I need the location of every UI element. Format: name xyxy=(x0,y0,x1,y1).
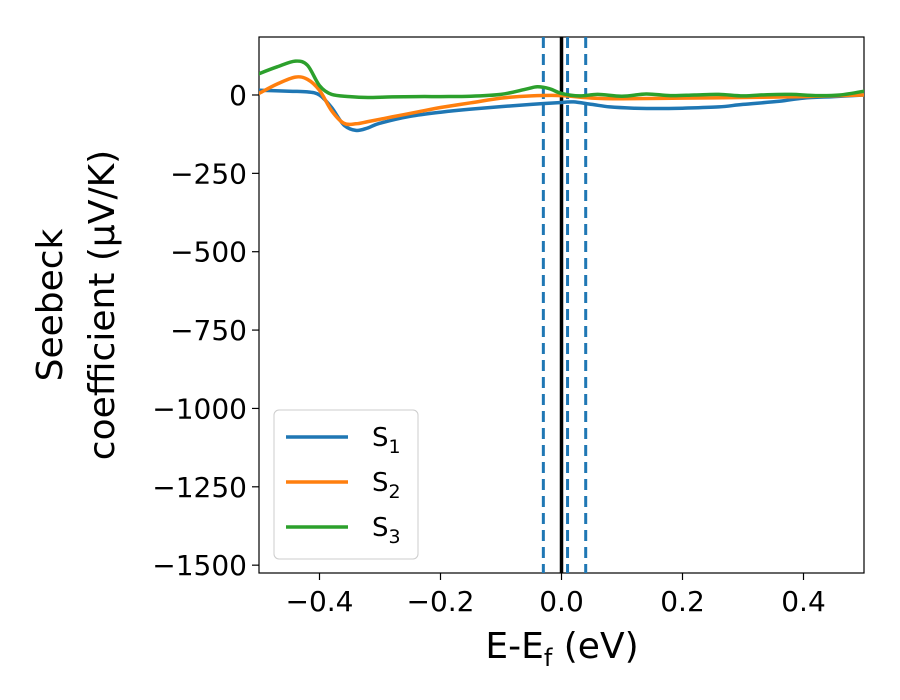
x-axis-ticks: −0.4 −0.2 0.0 0.2 0.4 xyxy=(286,573,826,618)
legend-label-s2: S2 xyxy=(372,468,401,503)
x-axis-label: E-Ef (eV) xyxy=(485,626,638,672)
y-tick-label: −1250 xyxy=(152,471,247,504)
y-axis-label-line2: coefficient (μV/K) xyxy=(82,150,123,460)
series-line-s2 xyxy=(259,75,864,127)
y-tick-label: −750 xyxy=(170,314,247,347)
y-axis-label: Seebeck coefficient (μV/K) xyxy=(30,150,123,460)
x-tick-label: −0.4 xyxy=(286,585,354,618)
y-tick-label: 0 xyxy=(229,79,247,112)
legend-frame xyxy=(273,409,419,560)
y-tick-label: −1500 xyxy=(152,549,247,582)
y-axis-label-line1: Seebeck xyxy=(30,228,71,381)
x-tick-label: 0.2 xyxy=(660,585,705,618)
legend: S1 S2 S3 xyxy=(273,409,419,560)
y-tick-label: −250 xyxy=(170,157,247,190)
x-tick-label: −0.2 xyxy=(407,585,475,618)
x-tick-label: 0.0 xyxy=(539,585,584,618)
y-tick-label: −1000 xyxy=(152,392,247,425)
series-line-s3 xyxy=(259,59,864,100)
y-axis-ticks: 0 −250 −500 −750 −1000 −1250 −1500 xyxy=(152,79,259,582)
legend-label-s1: S1 xyxy=(372,423,401,458)
series-lines xyxy=(259,59,864,133)
x-tick-label: 0.4 xyxy=(781,585,826,618)
y-tick-label: −500 xyxy=(170,236,247,269)
reference-lines xyxy=(541,37,588,573)
legend-label-s3: S3 xyxy=(372,513,401,548)
